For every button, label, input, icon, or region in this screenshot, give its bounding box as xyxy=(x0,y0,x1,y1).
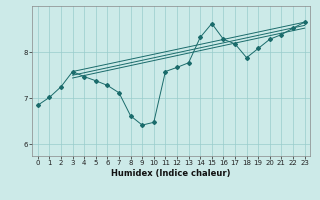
X-axis label: Humidex (Indice chaleur): Humidex (Indice chaleur) xyxy=(111,169,231,178)
